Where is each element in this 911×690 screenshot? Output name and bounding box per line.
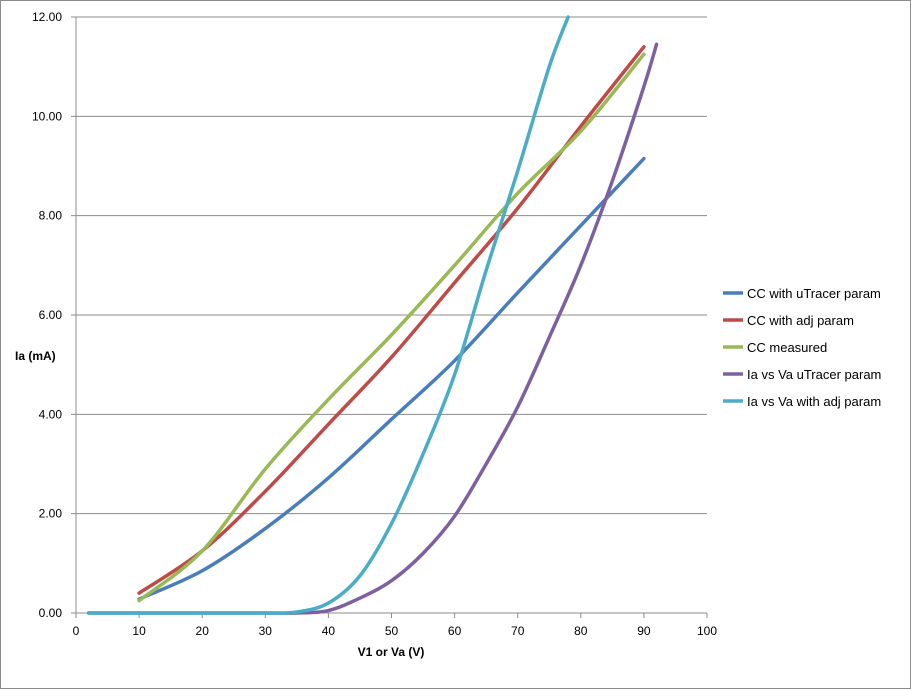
x-tick-label: 60 xyxy=(448,624,462,638)
series-line-1 xyxy=(137,156,646,601)
x-tick-label: 90 xyxy=(637,624,651,638)
x-tick-label: 40 xyxy=(322,624,336,638)
legend-label: Ia vs Va with adj param xyxy=(747,394,881,409)
y-tick-label: 2.00 xyxy=(39,507,63,521)
y-axis-title: Ia (mA) xyxy=(15,349,56,363)
y-tick-label: 12.00 xyxy=(32,10,62,24)
series-line-4 xyxy=(86,42,659,615)
x-tick-label: 0 xyxy=(73,624,80,638)
x-tick-label: 20 xyxy=(196,624,210,638)
x-tick-label: 50 xyxy=(385,624,399,638)
y-tick-label: 10.00 xyxy=(32,109,62,123)
y-tick-label: 0.00 xyxy=(39,606,63,620)
legend-label: CC with uTracer param xyxy=(747,286,881,301)
series-line-3 xyxy=(137,52,646,603)
x-tick-label: 10 xyxy=(132,624,146,638)
legend-label: CC with adj param xyxy=(747,313,854,328)
x-tick-label: 100 xyxy=(697,624,717,638)
series-line-5 xyxy=(86,15,570,615)
y-tick-label: 4.00 xyxy=(39,407,63,421)
y-tick-label: 8.00 xyxy=(39,209,63,223)
x-axis-title: V1 or Va (V) xyxy=(358,645,425,659)
gridlines xyxy=(76,16,707,614)
y-tick-label: 6.00 xyxy=(39,308,63,322)
x-tick-label: 80 xyxy=(574,624,588,638)
x-tick-label: 30 xyxy=(259,624,273,638)
legend: CC with uTracer param CC with adj param CC… xyxy=(723,286,881,409)
x-tick-label: 70 xyxy=(511,624,525,638)
legend-label: Ia vs Va uTracer param xyxy=(747,367,881,382)
legend-label: CC measured xyxy=(747,340,827,355)
series-line-2 xyxy=(137,45,646,595)
series-lines xyxy=(86,15,659,615)
axes: 0.00 2.00 4.00 6.00 8.00 10.00 12.00 0 10 20 30 40 5… xyxy=(32,10,717,638)
